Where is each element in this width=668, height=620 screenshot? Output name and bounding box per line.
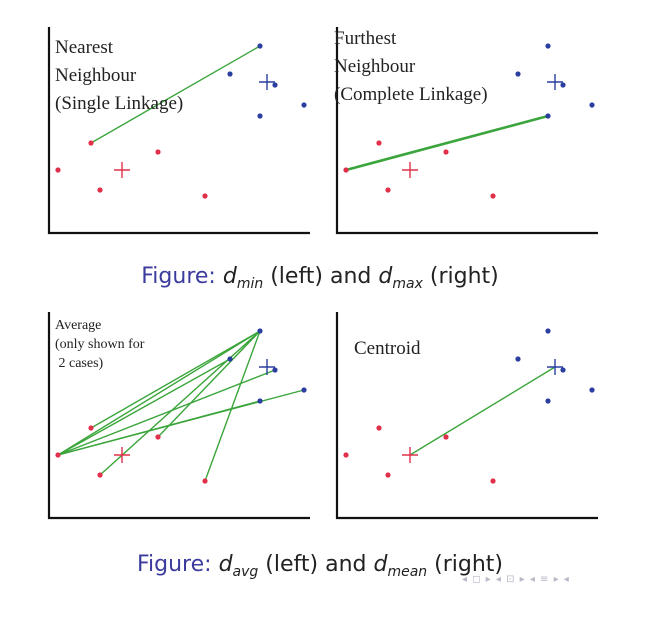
- caption-prefix: Figure:: [136, 552, 212, 577]
- panel-title-line: Centroid: [354, 338, 421, 359]
- figure-caption-bottom: Figure: davg (left) and dmean (right): [0, 552, 640, 580]
- panel-title-line: (Single Linkage): [55, 93, 183, 114]
- caption-symbol: d: [218, 552, 233, 577]
- panel-title-line: (only shown for: [55, 337, 145, 352]
- red-point: [97, 187, 103, 193]
- blue-point: [257, 43, 263, 49]
- red-point: [490, 193, 496, 199]
- blue-point: [545, 43, 551, 49]
- blue-point: [560, 82, 566, 88]
- link-line: [90, 45, 261, 144]
- caption-symbol: d: [378, 264, 393, 289]
- caption-symbol: d: [373, 552, 388, 577]
- red-point: [202, 478, 208, 484]
- blue-point: [257, 328, 263, 334]
- blue-point: [545, 113, 551, 119]
- red-point: [490, 478, 496, 484]
- link-line: [409, 366, 556, 456]
- red-point: [155, 149, 161, 155]
- blue-centroid-marker: [259, 359, 275, 375]
- blue-point: [257, 398, 263, 404]
- blue-point: [545, 398, 551, 404]
- red-point: [376, 140, 382, 146]
- caption-subscript: min: [236, 276, 264, 292]
- panel-davg: Average (only shown for 2 cases): [47, 312, 310, 520]
- caption-text: (right): [427, 552, 504, 577]
- link-line: [57, 330, 261, 456]
- panel-dmin: Nearest Neighbour (Single Linkage): [47, 27, 310, 235]
- red-point: [55, 452, 61, 458]
- red-point: [443, 149, 449, 155]
- red-point: [97, 472, 103, 478]
- link-line: [204, 330, 261, 482]
- link-line: [90, 330, 261, 429]
- axes: [47, 27, 310, 235]
- panel-title: Centroid: [354, 338, 421, 359]
- red-point: [385, 187, 391, 193]
- blue-centroid-marker: [259, 74, 275, 90]
- blue-centroid-marker: [547, 74, 563, 90]
- blue-point: [272, 82, 278, 88]
- red-point: [385, 472, 391, 478]
- red-point: [55, 167, 61, 173]
- caption-text: (right): [422, 264, 499, 289]
- red-point: [343, 452, 349, 458]
- panel-title-line: (Complete Linkage): [334, 84, 488, 105]
- blue-point: [272, 367, 278, 373]
- link-line: [99, 330, 261, 476]
- caption-text: (left) and: [263, 264, 379, 289]
- panel-title-line: Furthest: [334, 28, 397, 49]
- blue-point: [257, 113, 263, 119]
- red-point: [343, 167, 349, 173]
- red-point: [443, 434, 449, 440]
- panel-title: Average (only shown for 2 cases): [55, 318, 145, 371]
- caption-prefix: Figure:: [141, 264, 216, 289]
- blue-point: [301, 102, 307, 108]
- red-centroid-marker: [402, 162, 418, 178]
- caption-text: (left) and: [258, 552, 374, 577]
- blue-centroid-marker: [547, 359, 563, 375]
- figure-caption-top: Figure: dmin (left) and dmax (right): [0, 264, 640, 292]
- panel-title-line: 2 cases): [55, 356, 104, 371]
- link-line: [57, 369, 276, 456]
- red-centroid-marker: [402, 447, 418, 463]
- red-centroid-marker: [114, 162, 130, 178]
- panel-title-line: Average: [55, 318, 101, 333]
- blue-point: [515, 356, 521, 362]
- caption-symbol: d: [222, 264, 237, 289]
- slide-navigation-icons[interactable]: ◂ ◻ ▸ ◂ ⊡ ▸ ◂ ≡ ▸ ◂: [462, 574, 570, 585]
- red-point: [88, 425, 94, 431]
- panel-dmean: Centroid: [335, 312, 598, 520]
- caption-subscript: avg: [232, 564, 259, 580]
- blue-point: [560, 367, 566, 373]
- red-point: [202, 193, 208, 199]
- link-line: [57, 400, 261, 456]
- panel-title: Furthest Neighbour (Complete Linkage): [334, 28, 488, 105]
- blue-point: [227, 71, 233, 77]
- panel-title-line: Neighbour: [55, 65, 137, 86]
- link-line: [345, 114, 549, 172]
- axes: [47, 312, 310, 520]
- red-centroid-marker: [114, 447, 130, 463]
- blue-point: [589, 387, 595, 393]
- red-point: [376, 425, 382, 431]
- panel-title-line: Nearest: [55, 37, 114, 58]
- panel-dmax: Furthest Neighbour (Complete Linkage): [334, 27, 598, 235]
- blue-point: [545, 328, 551, 334]
- red-point: [155, 434, 161, 440]
- blue-point: [301, 387, 307, 393]
- blue-point: [227, 356, 233, 362]
- axes: [335, 27, 598, 235]
- caption-subscript: max: [392, 276, 423, 292]
- panel-title: Nearest Neighbour (Single Linkage): [55, 37, 183, 114]
- link-line: [157, 330, 261, 438]
- link-line: [57, 358, 231, 456]
- red-point: [88, 140, 94, 146]
- axes: [335, 312, 598, 520]
- panel-title-line: Neighbour: [334, 56, 416, 77]
- blue-point: [515, 71, 521, 77]
- caption-subscript: mean: [387, 564, 428, 580]
- blue-point: [589, 102, 595, 108]
